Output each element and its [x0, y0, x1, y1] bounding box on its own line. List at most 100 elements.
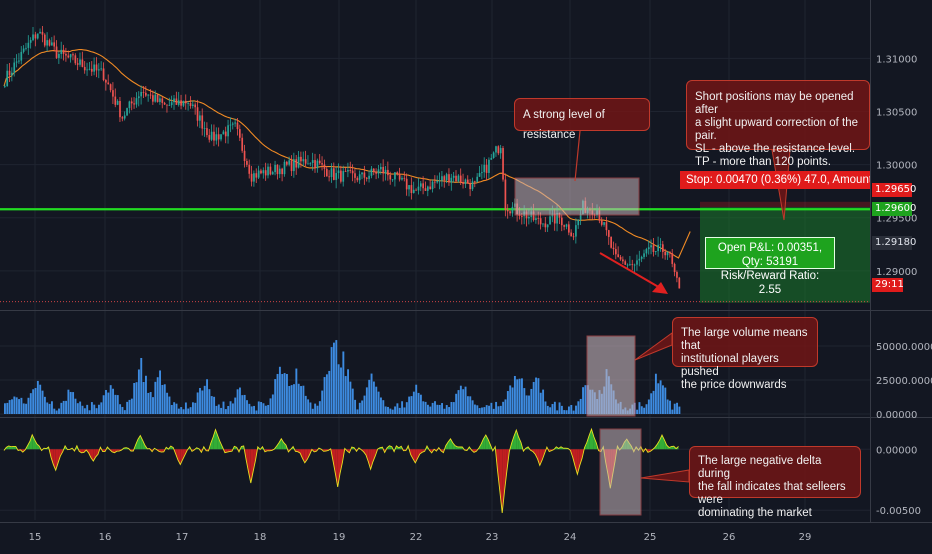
candle-body	[469, 184, 471, 190]
volume-bar	[526, 395, 528, 414]
candle-body	[270, 167, 272, 175]
candle-body	[11, 73, 13, 76]
volume-bar	[178, 409, 180, 414]
volume-bar	[194, 403, 196, 414]
volume-bar	[664, 388, 666, 414]
volume-bar	[439, 405, 441, 414]
volume-bar	[657, 383, 659, 414]
candle-body	[232, 124, 234, 125]
volume-bar	[460, 386, 462, 414]
volume-bar	[51, 401, 53, 414]
candle-body	[119, 101, 121, 117]
volume-bar	[244, 395, 246, 414]
time-tick-label: 19	[333, 532, 346, 543]
time-tick-label: 17	[176, 532, 189, 543]
candle-body	[660, 244, 662, 245]
candle-body	[140, 92, 142, 96]
candle-body	[46, 40, 48, 45]
volume-bar	[28, 398, 30, 414]
candle-body	[542, 223, 544, 224]
candle-body	[521, 216, 523, 217]
volume-bar	[218, 404, 220, 414]
volume-bar	[566, 410, 568, 414]
volume-bar	[570, 405, 572, 414]
candle-body	[636, 260, 638, 264]
candle-body	[493, 152, 495, 158]
volume-bar	[488, 406, 490, 414]
volume-bar	[77, 403, 79, 414]
candle-body	[401, 178, 403, 180]
volume-bar	[86, 405, 88, 414]
candle-body	[655, 251, 657, 252]
candle-body	[300, 157, 302, 161]
volume-bar	[314, 404, 316, 414]
volume-bar	[169, 397, 171, 414]
volume-bar	[136, 382, 138, 414]
candle-body	[495, 146, 497, 152]
candle-body	[667, 252, 669, 256]
candle-body	[42, 32, 44, 35]
candle-body	[643, 253, 645, 257]
candle-body	[241, 138, 243, 151]
candle-body	[610, 237, 612, 248]
candle-body	[481, 172, 483, 173]
candle-body	[201, 115, 203, 128]
volume-bar	[206, 379, 208, 414]
volume-bar	[190, 407, 192, 414]
candle-body	[32, 34, 34, 40]
volume-bar	[514, 376, 516, 414]
volume-bar	[434, 401, 436, 414]
volume-bar	[540, 393, 542, 414]
volume-bar	[49, 404, 51, 414]
candle-body	[100, 68, 102, 69]
candle-body	[380, 167, 382, 169]
volume-bar	[67, 390, 69, 414]
volume-bar	[641, 406, 643, 414]
candle-body	[223, 132, 225, 135]
delta-callout-pointer	[641, 470, 689, 482]
candle-body	[389, 175, 391, 179]
volume-bar	[272, 394, 274, 414]
volume-bar	[436, 405, 438, 414]
candle-body	[237, 123, 239, 130]
candle-body	[263, 170, 265, 173]
candle-body	[404, 178, 406, 179]
candle-body	[371, 169, 373, 176]
time-tick-label: 23	[486, 532, 499, 543]
candle-body	[472, 181, 474, 189]
volume-bar	[187, 409, 189, 414]
candle-body	[317, 161, 319, 169]
volume-bar	[241, 395, 243, 414]
volume-bar	[213, 397, 215, 414]
volume-bar	[429, 407, 431, 414]
volume-bar	[580, 399, 582, 414]
volume-bar	[650, 393, 652, 414]
volume-bar	[575, 406, 577, 414]
volume-bar	[176, 404, 178, 414]
candle-body	[573, 236, 575, 237]
volume-bar	[255, 410, 257, 414]
candle-body	[176, 98, 178, 104]
open-pnl-label[interactable]: Open P&L: 0.00351, Qty: 53191 Risk/Rewar…	[705, 237, 835, 269]
short-position-annotation: Short positions may be opened after a sl…	[686, 80, 870, 150]
candle-body	[446, 174, 448, 180]
candle-body	[627, 265, 629, 266]
volume-bar	[335, 340, 337, 414]
candle-body	[23, 49, 25, 52]
volume-bar	[528, 396, 530, 414]
candle-body	[9, 71, 11, 76]
volume-bar	[385, 406, 387, 414]
volume-bar	[342, 351, 344, 414]
candle-body	[159, 98, 161, 102]
candle-body	[89, 69, 91, 70]
candle-body	[411, 185, 413, 193]
volume-bar	[554, 402, 556, 414]
candle-body	[646, 249, 648, 253]
volume-bar	[18, 399, 20, 414]
stop-loss-label[interactable]: Stop: 0.00470 (0.36%) 47.0, Amount: 75	[680, 171, 870, 189]
candle-body	[577, 220, 579, 225]
volume-bar	[584, 385, 586, 414]
candle-body	[150, 95, 152, 96]
candle-body	[246, 161, 248, 165]
